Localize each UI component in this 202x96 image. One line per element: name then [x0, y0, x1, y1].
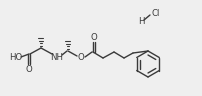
Text: O: O: [25, 65, 32, 74]
Text: NH: NH: [50, 53, 63, 62]
Text: O: O: [90, 34, 97, 43]
Text: HO: HO: [9, 53, 22, 62]
Text: O: O: [77, 53, 84, 62]
Text: H: H: [137, 17, 144, 26]
Text: Cl: Cl: [151, 9, 160, 17]
